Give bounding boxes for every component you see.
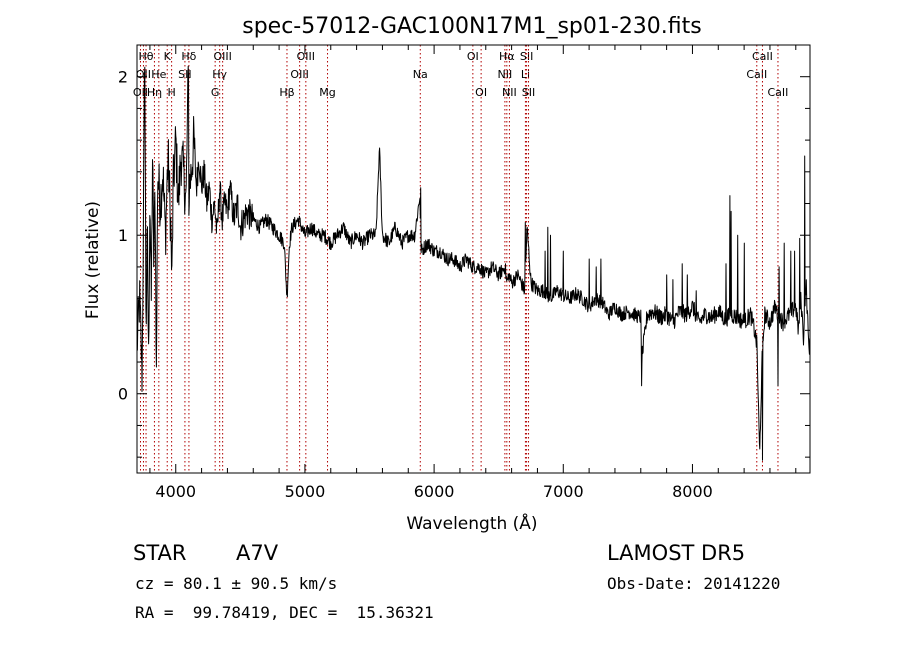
spectrum	[136, 65, 811, 461]
marker-label-13: OIII	[290, 68, 308, 81]
marker-label-14: OIII	[297, 50, 315, 63]
marker-label-21: NII	[502, 86, 517, 99]
marker-label-5: K	[164, 50, 172, 63]
x-tick-label-0: 4000	[155, 482, 196, 501]
y-tick-label-2: 2	[118, 68, 128, 87]
x-tick-label-2: 6000	[414, 482, 455, 501]
marker-label-9: G	[211, 86, 220, 99]
marker-label-3: Hη	[147, 86, 162, 99]
chart-title: spec-57012-GAC100N17M1_sp01-230.fits	[242, 14, 702, 39]
marker-label-8: Hδ	[181, 50, 196, 63]
object-class: STAR	[133, 541, 187, 565]
redshift-velocity: cz = 80.1 ± 90.5 km/s	[135, 574, 338, 593]
marker-label-26: CaII	[752, 50, 773, 63]
marker-label-7: SII	[178, 68, 191, 81]
x-axis-label: Wavelength (Å)	[406, 512, 537, 534]
observation-date: Obs-Date: 20141220	[607, 574, 781, 593]
x-tick-label-1: 5000	[285, 482, 326, 501]
y-axis-label: Flux (relative)	[83, 201, 103, 319]
marker-label-12: Hβ	[279, 86, 294, 99]
axes: 4000 5000 6000 7000 8000 0 1 2	[118, 44, 811, 501]
marker-label-23: SII	[520, 50, 533, 63]
object-subclass: A7V	[236, 541, 279, 565]
marker-label-17: OI	[467, 50, 479, 63]
x-tick-label-3: 7000	[543, 482, 584, 501]
marker-label-19: NII	[498, 68, 513, 81]
marker-label-20: Hα	[499, 50, 515, 63]
marker-label-10: Hγ	[212, 68, 227, 81]
spectrum-line	[136, 65, 811, 461]
marker-label-25: CaII	[746, 68, 767, 81]
marker-label-18: OI	[475, 86, 487, 99]
x-tick-label-4: 8000	[672, 482, 713, 501]
plot-frame	[136, 44, 811, 474]
marker-label-15: Mg	[319, 86, 335, 99]
y-tick-label-0: 0	[118, 385, 128, 404]
marker-label-4: He	[151, 68, 166, 81]
line-markers: OIIOIIHθHηHeKHSIIHδGHγOIIIHβOIIIOIIIMgNa…	[133, 45, 789, 473]
marker-label-2: Hθ	[139, 50, 154, 63]
coordinates: RA = 99.78419, DEC = 15.36321	[135, 603, 434, 622]
y-tick-label-1: 1	[118, 226, 128, 245]
survey-name: LAMOST DR5	[607, 541, 746, 565]
marker-label-1: OII	[136, 68, 151, 81]
marker-label-11: OIII	[213, 50, 231, 63]
marker-label-24: SII	[522, 86, 535, 99]
marker-label-27: CaII	[768, 86, 789, 99]
marker-label-22: Li	[521, 68, 530, 81]
marker-label-6: H	[167, 86, 175, 99]
marker-label-16: Na	[413, 68, 428, 81]
